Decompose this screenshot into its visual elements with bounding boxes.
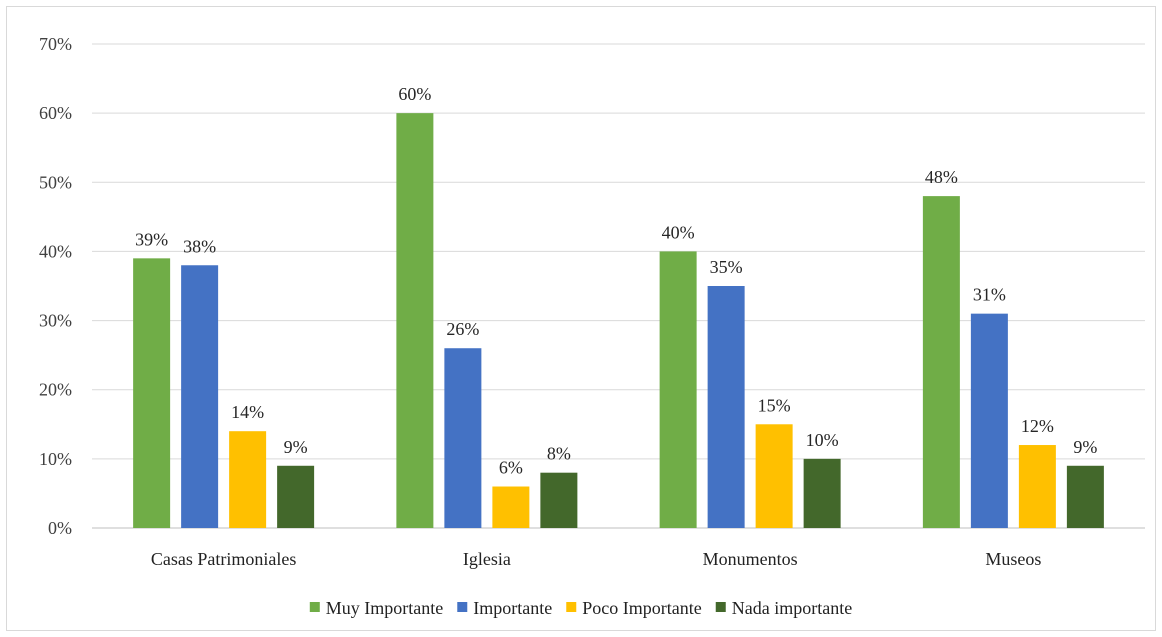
legend-label: Importante bbox=[473, 598, 552, 618]
data-label: 38% bbox=[183, 236, 216, 256]
legend-swatch bbox=[309, 602, 320, 612]
data-label: 9% bbox=[284, 437, 308, 457]
bars bbox=[133, 113, 1104, 529]
data-label: 9% bbox=[1073, 437, 1097, 457]
x-tick-label: Casas Patrimoniales bbox=[151, 549, 296, 569]
y-tick-label: 30% bbox=[39, 311, 72, 331]
legend-label: Nada importante bbox=[732, 598, 852, 618]
x-axis: Casas Patrimoniales Iglesia Monumentos Muse… bbox=[151, 549, 1042, 569]
bar bbox=[707, 286, 745, 528]
bar bbox=[133, 258, 171, 528]
y-tick-label: 0% bbox=[48, 518, 72, 538]
bar bbox=[229, 431, 267, 528]
bar bbox=[922, 196, 960, 528]
bar bbox=[803, 458, 841, 528]
data-label: 60% bbox=[398, 84, 431, 104]
y-tick-label: 40% bbox=[39, 241, 72, 261]
legend-swatch bbox=[715, 602, 726, 612]
x-tick-label: Monumentos bbox=[703, 549, 798, 569]
data-label: 40% bbox=[662, 222, 695, 242]
x-tick-label: Museos bbox=[985, 549, 1041, 569]
data-label: 10% bbox=[806, 430, 839, 450]
x-tick-label: Iglesia bbox=[463, 549, 511, 569]
bar bbox=[970, 313, 1008, 528]
bar bbox=[1018, 445, 1056, 528]
y-tick-label: 20% bbox=[39, 380, 72, 400]
bar bbox=[181, 265, 219, 528]
legend-swatch bbox=[457, 602, 468, 612]
bar bbox=[277, 465, 315, 528]
data-label: 6% bbox=[499, 458, 523, 478]
data-label: 35% bbox=[710, 257, 743, 277]
bar bbox=[492, 486, 530, 528]
data-label: 12% bbox=[1021, 416, 1054, 436]
bar bbox=[540, 472, 578, 528]
data-label: 15% bbox=[758, 395, 791, 415]
data-label: 26% bbox=[446, 319, 479, 339]
y-axis: 0% 10% 20% 30% 40% 50% 60% 70% bbox=[39, 34, 72, 538]
data-label: 39% bbox=[135, 229, 168, 249]
bar bbox=[444, 348, 482, 528]
y-tick-label: 50% bbox=[39, 172, 72, 192]
data-label: 48% bbox=[925, 167, 958, 187]
y-tick-label: 60% bbox=[39, 103, 72, 123]
bar bbox=[1066, 465, 1104, 528]
data-label: 14% bbox=[231, 402, 264, 422]
bar bbox=[659, 251, 697, 528]
y-tick-label: 70% bbox=[39, 34, 72, 54]
data-label: 31% bbox=[973, 285, 1006, 305]
legend-swatch bbox=[566, 602, 577, 612]
bar bbox=[396, 113, 434, 529]
y-tick-label: 10% bbox=[39, 449, 72, 469]
legend-label: Muy Importante bbox=[326, 598, 443, 618]
legend-label: Poco Importante bbox=[582, 598, 701, 618]
data-label: 8% bbox=[547, 444, 571, 464]
bar bbox=[755, 424, 793, 528]
gridlines bbox=[92, 43, 1145, 529]
legend: Muy Importante Importante Poco Importante N… bbox=[309, 598, 852, 618]
data-labels: 39% 38% 14% 9% 60% 26% 6% 8% 40% 35% 15% 10% 48% 31% 1… bbox=[135, 84, 1097, 477]
